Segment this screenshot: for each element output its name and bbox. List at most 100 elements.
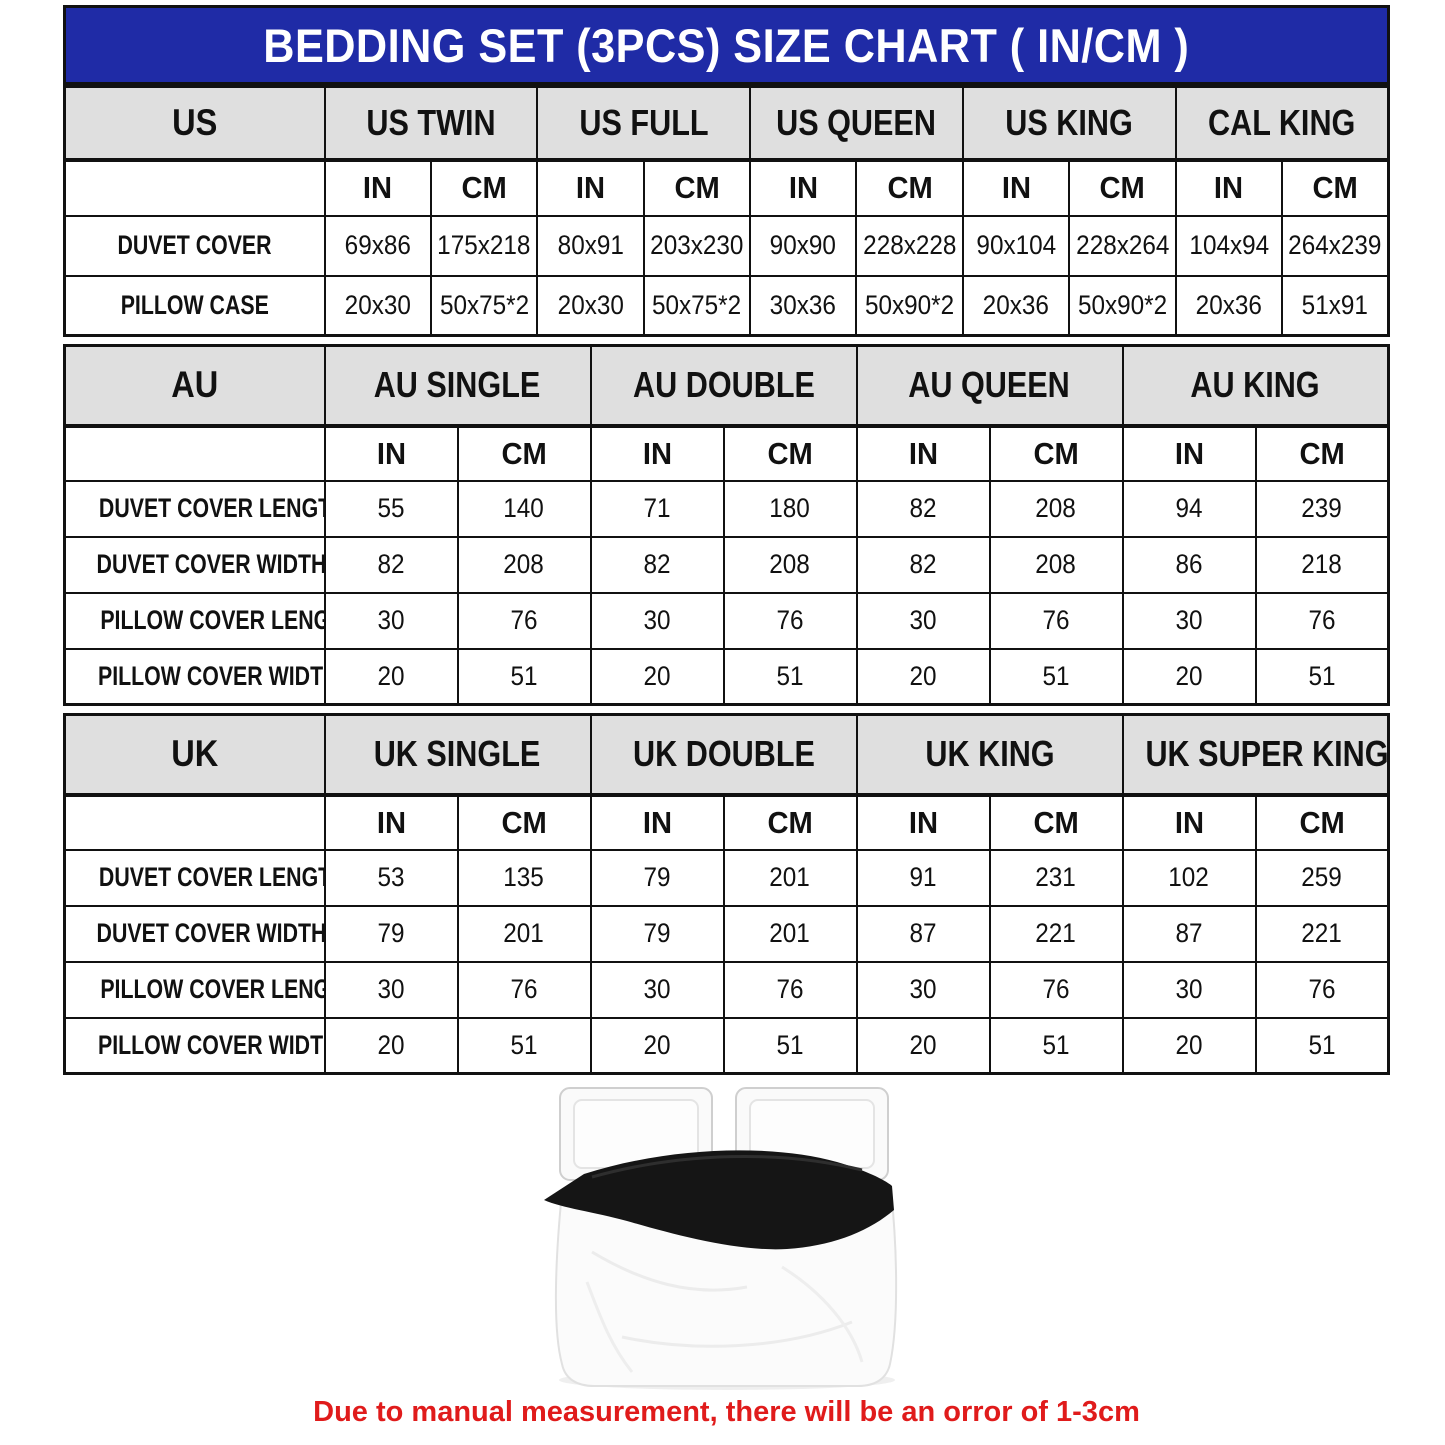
unit-header-text: IN	[642, 435, 672, 471]
size-header-text: UK KING	[924, 733, 1055, 775]
unit-header: IN	[323, 158, 432, 217]
value-cell: 30	[1121, 960, 1257, 1019]
value-cell-text: 51	[1308, 1029, 1336, 1060]
row-label: PILLOW COVER LENGTH	[63, 591, 326, 650]
value-cell: 30	[855, 591, 991, 650]
table-row: PILLOW COVER WIDTH 20 51 20 51 20 51 20 51	[63, 1016, 1390, 1075]
disclaimer-text: Due to manual measurement, there will be…	[313, 1396, 1140, 1428]
unit-header: IN	[323, 424, 459, 482]
value-cell-text: 80x91	[557, 230, 624, 260]
value-cell-text: 55	[377, 493, 405, 523]
value-cell-text: 20	[377, 1029, 405, 1060]
unit-header: IN	[961, 158, 1071, 217]
unit-header-text: CM	[886, 170, 933, 205]
duvet-wrinkle	[621, 1320, 853, 1348]
duvet-wrinkle	[780, 1265, 863, 1363]
unit-header-text: CM	[1312, 170, 1358, 205]
value-cell: 79	[323, 904, 459, 963]
value-cell-text: 90x104	[976, 230, 1056, 260]
unit-header-text: IN	[1174, 804, 1204, 840]
value-cell-text: 76	[1308, 605, 1336, 635]
value-cell: 69x86	[323, 214, 432, 277]
value-cell-text: 82	[909, 493, 937, 523]
value-cell: 20x36	[1174, 274, 1284, 337]
value-cell-text: 76	[1042, 605, 1070, 635]
size-header: US KING	[961, 85, 1177, 162]
value-cell-text: 53	[377, 862, 405, 892]
size-header: US FULL	[536, 85, 752, 162]
table-row: PILLOW CASE 20x30 50x75*2 20x30 50x75*2 30x36…	[63, 274, 1390, 337]
value-cell-text: 82	[909, 549, 937, 579]
unit-header: IN	[1121, 424, 1257, 482]
unit-header-text: CM	[1033, 804, 1079, 840]
value-cell-text: 51	[776, 1029, 804, 1060]
value-cell: 76	[988, 960, 1124, 1019]
value-cell: 208	[456, 535, 592, 594]
unit-header-text: IN	[788, 170, 818, 205]
value-cell: 20	[1121, 1016, 1257, 1075]
value-cell: 90x90	[749, 214, 858, 277]
value-cell: 94	[1121, 479, 1257, 538]
unit-header-text: CM	[501, 804, 547, 840]
size-header-text: US FULL	[579, 101, 709, 143]
value-cell: 51x91	[1281, 274, 1390, 337]
size-table-uk: UK UK SINGLE UK DOUBLE UK KING UK SUPER KING…	[63, 713, 1390, 1075]
row-label-text: DUVET COVER LENGTH	[98, 493, 325, 523]
row-label: DUVET COVER LENGTH	[63, 848, 326, 907]
size-header: AU QUEEN	[855, 344, 1124, 428]
unit-header: IN	[323, 793, 459, 851]
size-header: UK SUPER KING	[1121, 713, 1390, 797]
value-cell: 20	[589, 1016, 725, 1075]
value-cell-text: 20x30	[344, 289, 411, 320]
unit-header: IN	[855, 424, 991, 482]
value-cell-text: 208	[1035, 493, 1077, 523]
value-cell-text: 79	[643, 918, 671, 948]
unit-header: IN	[536, 158, 645, 217]
table-row: DUVET COVER 69x86 175x218 80x91 203x230 90x90…	[63, 214, 1390, 277]
size-header-text: UK SUPER KING	[1144, 733, 1389, 775]
value-cell-text: 50x75*2	[652, 289, 742, 320]
value-cell: 135	[456, 848, 592, 907]
row-label-text: PILLOW COVER LENGTH	[100, 974, 322, 1004]
size-header: US TWIN	[323, 85, 539, 162]
value-cell: 50x90*2	[855, 274, 964, 337]
value-cell: 51	[456, 1016, 592, 1075]
unit-header-text: CM	[1033, 435, 1079, 471]
value-cell-text: 208	[769, 549, 811, 579]
unit-header-text: IN	[1001, 170, 1031, 205]
empty-cell	[63, 424, 326, 482]
value-cell-text: 51	[510, 660, 538, 691]
value-cell: 208	[988, 479, 1124, 538]
value-cell: 71	[589, 479, 725, 538]
value-cell: 51	[1254, 647, 1390, 706]
value-cell-text: 30	[909, 605, 937, 635]
size-header: CAL KING	[1174, 85, 1390, 162]
value-cell: 51	[988, 1016, 1124, 1075]
size-header: UK DOUBLE	[589, 713, 858, 797]
value-cell-text: 20x36	[1195, 289, 1262, 320]
value-cell-text: 221	[1035, 918, 1077, 948]
unit-header-text: IN	[575, 170, 606, 205]
row-label: PILLOW COVER LENGTH	[63, 960, 326, 1019]
value-cell-text: 20	[377, 660, 405, 691]
unit-header: CM	[456, 793, 592, 851]
unit-header-text: IN	[908, 435, 938, 471]
value-cell: 180	[722, 479, 858, 538]
value-cell: 79	[589, 904, 725, 963]
value-cell-text: 94	[1175, 493, 1203, 523]
black-duvet-fold	[543, 1150, 894, 1250]
value-cell: 20x36	[961, 274, 1071, 337]
value-cell-text: 140	[503, 493, 545, 523]
size-header: AU KING	[1121, 344, 1390, 428]
value-cell-text: 20	[909, 1029, 937, 1060]
size-header: AU DOUBLE	[589, 344, 858, 428]
value-cell: 76	[1254, 960, 1390, 1019]
value-cell-text: 50x90*2	[865, 289, 955, 320]
value-cell-text: 90x90	[770, 230, 837, 260]
value-cell: 208	[988, 535, 1124, 594]
row-label-text: DUVET COVER LENGTH	[98, 862, 325, 892]
value-cell-text: 20x36	[982, 289, 1050, 320]
unit-header: CM	[722, 793, 858, 851]
value-cell: 30	[589, 591, 725, 650]
value-cell-text: 91	[909, 862, 937, 892]
